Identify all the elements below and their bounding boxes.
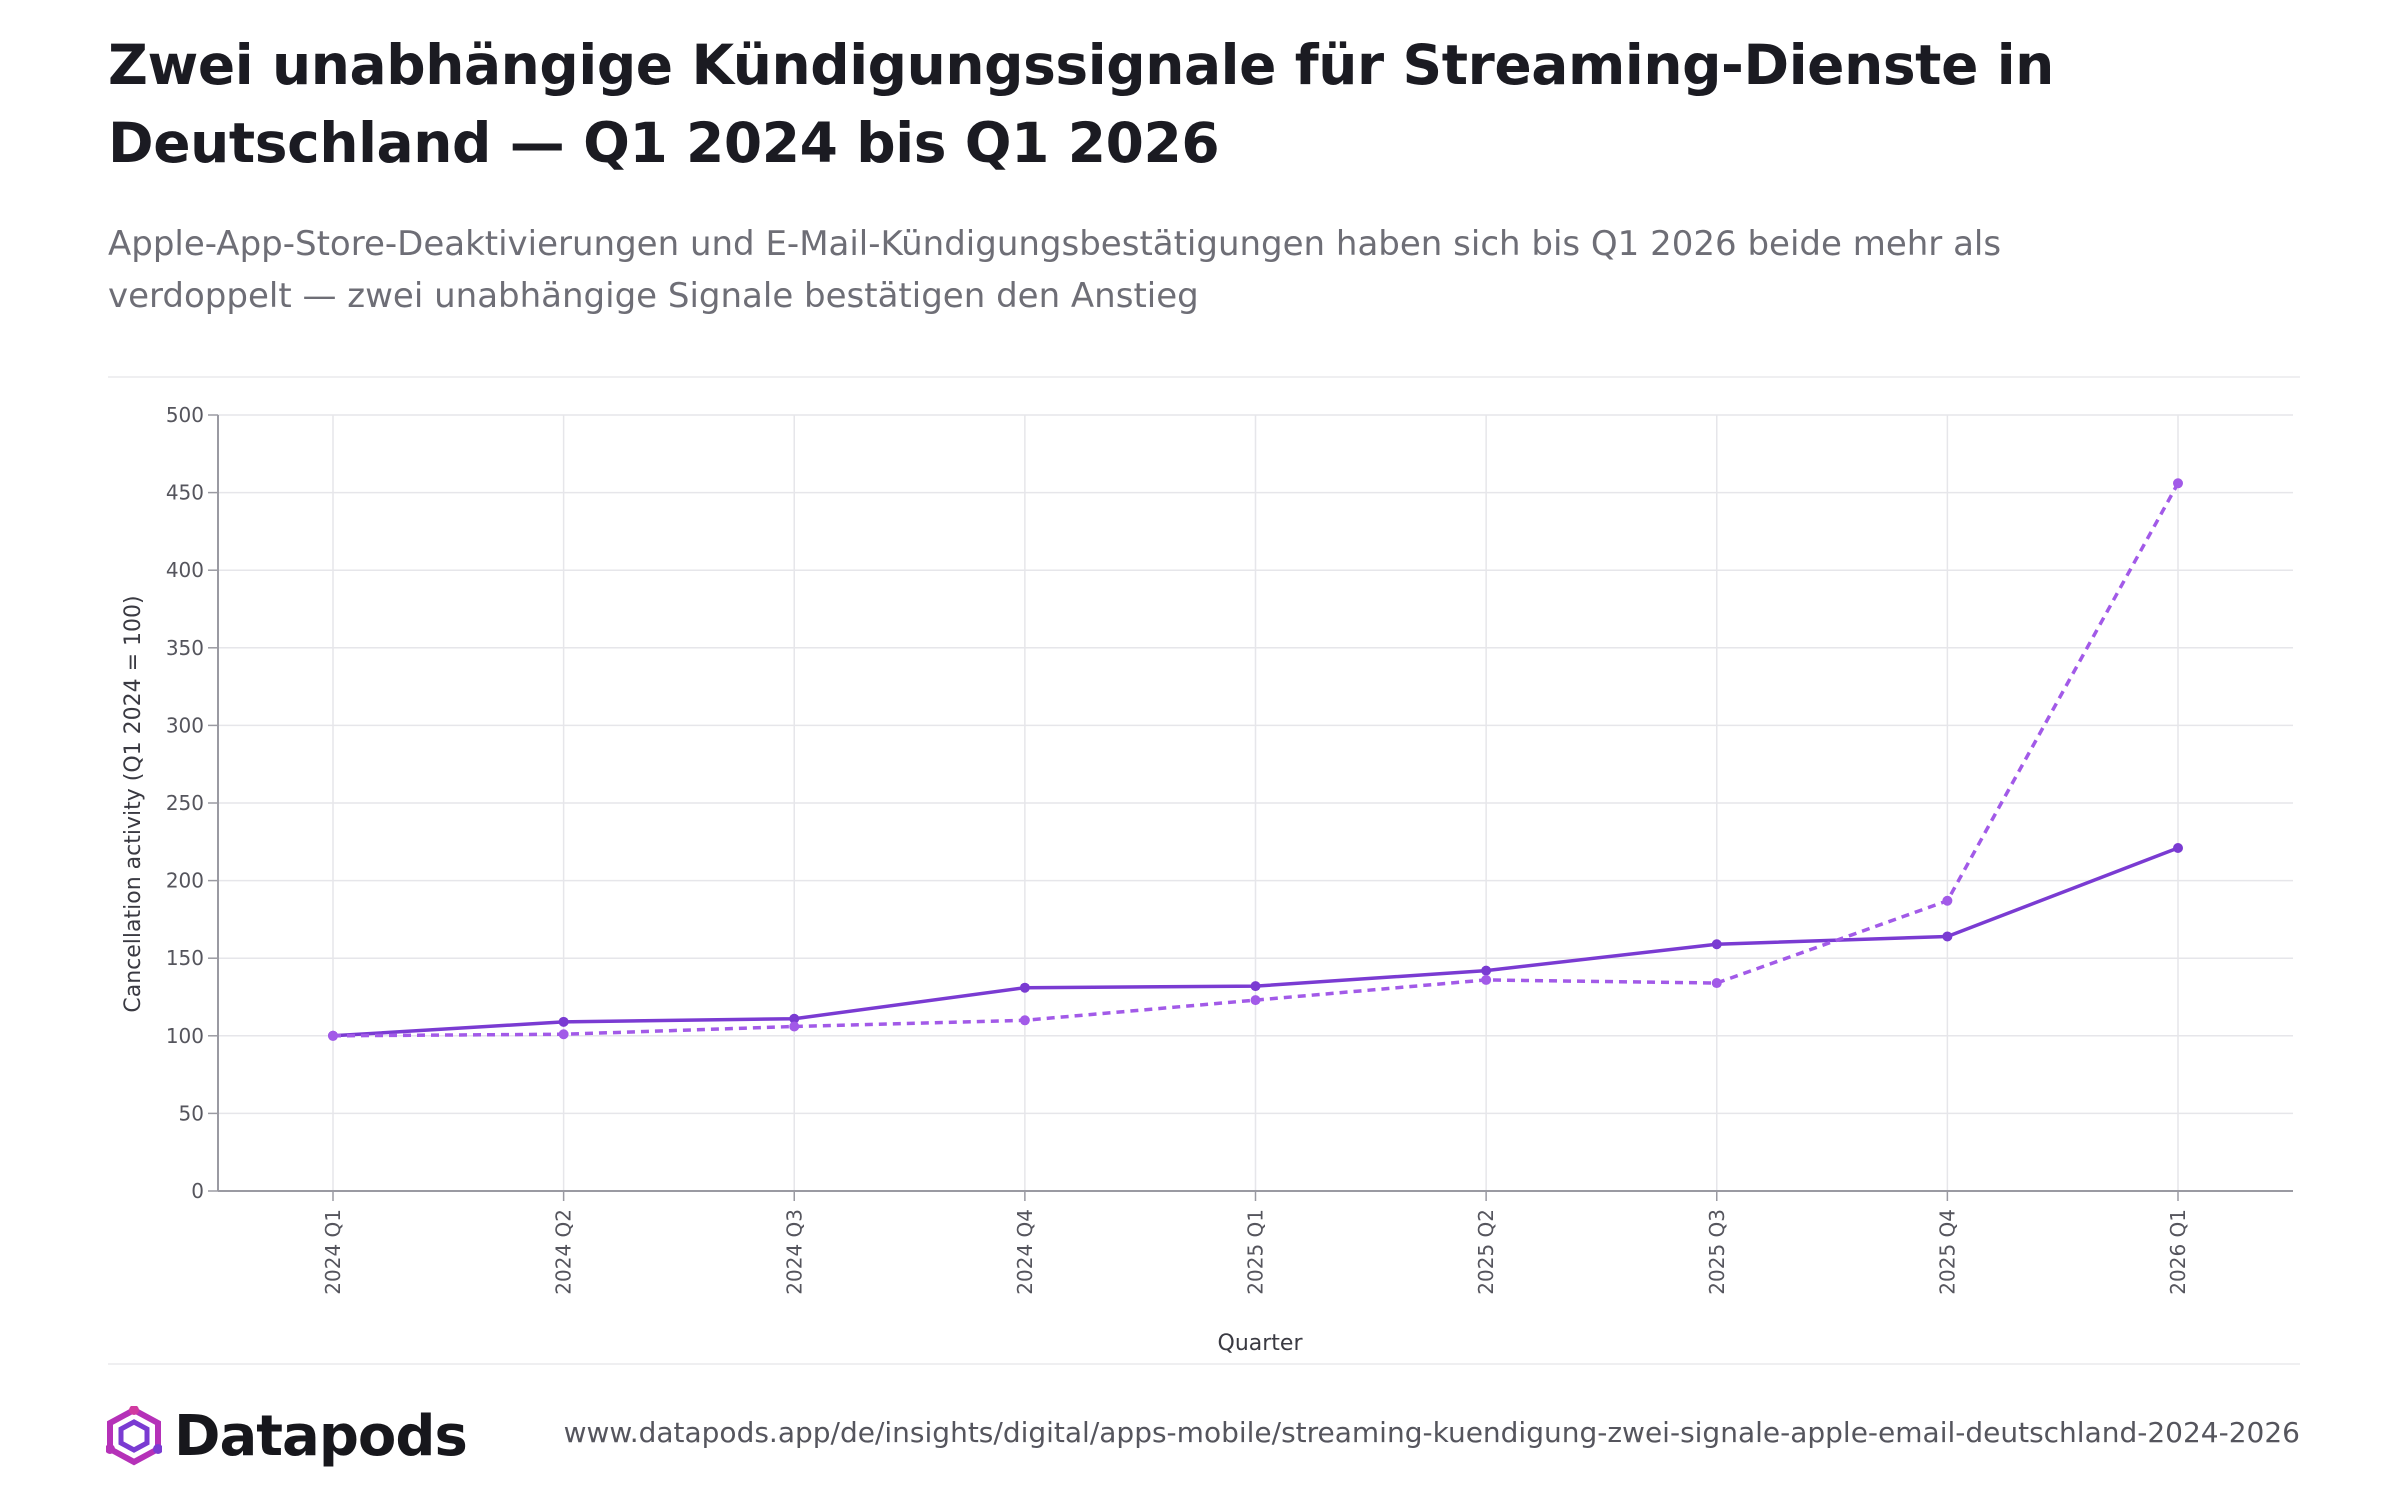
y-tick-label: 50 <box>179 1101 204 1125</box>
top-divider <box>108 376 2300 378</box>
series-solid-point <box>789 1013 800 1024</box>
series-dashed-point <box>558 1029 569 1040</box>
brand-name: Datapods <box>174 1403 468 1469</box>
y-tick-label: 150 <box>166 946 204 970</box>
y-tick-label: 250 <box>166 791 204 815</box>
series-solid-point <box>558 1016 569 1027</box>
series-solid-point <box>1711 939 1722 950</box>
series-dashed-point <box>1481 974 1492 985</box>
series-lines <box>328 478 2183 1041</box>
chart-title: Zwei unabhängige Kündigungssignale für S… <box>108 33 2054 175</box>
datapods-hexagon-icon <box>106 1406 162 1466</box>
series-solid-point <box>2173 843 2183 854</box>
series-solid-point <box>1942 931 1953 942</box>
grid-lines <box>218 414 2293 1192</box>
y-axis-label: Cancellation activity (Q1 2024 = 100) <box>121 595 146 1012</box>
x-tick-label: 2025 Q4 <box>1935 1209 1959 1295</box>
x-tick-label: 2024 Q3 <box>782 1209 806 1295</box>
x-tick-label: 2024 Q2 <box>552 1209 576 1295</box>
y-tick-label: 450 <box>166 481 204 505</box>
brand-logo: Datapods <box>106 1400 468 1472</box>
bottom-divider <box>108 1363 2300 1365</box>
y-tick-label: 300 <box>166 713 204 737</box>
x-tick-label: 2024 Q4 <box>1013 1209 1037 1295</box>
series-dashed-point <box>1019 1015 1030 1026</box>
series-solid-point <box>1250 981 1261 992</box>
series-dashed-point <box>789 1021 800 1032</box>
chart-subtitle: Apple-App-Store-Deaktivierungen und E-Ma… <box>108 224 2002 316</box>
y-tick-label: 0 <box>191 1179 204 1203</box>
series-solid-point <box>1019 982 1030 993</box>
y-tick-label: 100 <box>166 1024 204 1048</box>
source-link[interactable]: www.datapods.app/de/insights/digital/app… <box>563 1416 2300 1449</box>
y-tick-label: 500 <box>166 403 204 427</box>
series-solid-point <box>1481 965 1492 976</box>
x-tick-label: 2025 Q2 <box>1474 1209 1498 1295</box>
series-dashed-point <box>2173 478 2183 489</box>
y-tick-label: 200 <box>166 869 204 893</box>
series-dashed-point <box>1711 978 1722 989</box>
series-dashed-point <box>1250 995 1261 1006</box>
axes: 0 50 100 150 200 250 300 350 400 450 500 2024 Q1 202… <box>166 403 2293 1295</box>
series-dashed-point <box>328 1030 338 1041</box>
x-tick-label: 2025 Q3 <box>1705 1209 1729 1295</box>
x-tick-label: 2026 Q1 <box>2166 1209 2190 1295</box>
series-dashed-point <box>1942 895 1953 906</box>
x-axis-label: Quarter <box>1218 1331 1304 1356</box>
x-tick-label: 2025 Q1 <box>1244 1209 1268 1295</box>
y-tick-label: 350 <box>166 636 204 660</box>
y-tick-label: 400 <box>166 558 204 582</box>
x-tick-label: 2024 Q1 <box>321 1209 345 1295</box>
